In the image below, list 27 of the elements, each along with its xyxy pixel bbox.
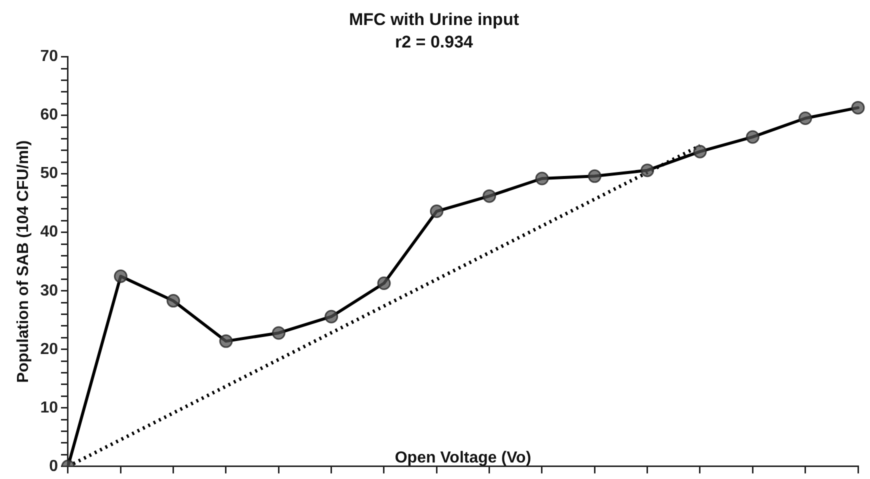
chart-subtitle: r2 = 0.934	[395, 32, 474, 52]
point	[482, 189, 496, 203]
point	[746, 130, 760, 144]
y-tick-label: 70	[40, 48, 58, 66]
y-tick-label: 40	[40, 224, 58, 241]
point	[851, 100, 865, 114]
point	[219, 334, 233, 348]
point	[798, 111, 812, 125]
point	[588, 169, 602, 183]
point	[640, 164, 654, 178]
point	[377, 276, 391, 290]
point	[272, 326, 286, 340]
y-tick-label: 20	[40, 340, 58, 358]
y-tick-label: 0	[49, 458, 58, 475]
y-axis-title: Population of SAB (104 CFU/ml)	[15, 140, 32, 383]
chart-title: MFC with Urine input	[349, 10, 520, 29]
point	[693, 144, 707, 158]
point	[535, 172, 549, 186]
y-tick-label: 50	[40, 165, 58, 182]
y-tick-label: 10	[40, 399, 58, 416]
y-tick-label: 60	[40, 106, 58, 124]
x-axis-title: Open Voltage (Vo)	[394, 450, 532, 467]
point	[166, 294, 180, 308]
point	[324, 310, 338, 324]
y-tick-label: 30	[40, 282, 58, 300]
point	[430, 204, 444, 218]
point	[114, 269, 128, 283]
